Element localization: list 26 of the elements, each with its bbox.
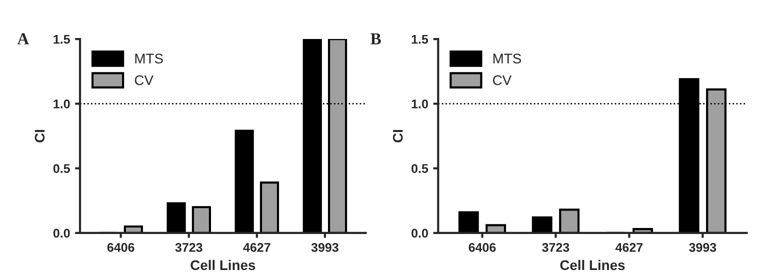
x-tick-label: 3723 bbox=[542, 243, 570, 252]
x-tick-label: 3723 bbox=[175, 243, 202, 252]
y-tick-label: 0.0 bbox=[53, 228, 70, 238]
x-axis-title: Cell Lines bbox=[190, 260, 256, 270]
x-tick-label: 4627 bbox=[243, 243, 270, 252]
legend-label: MTS bbox=[493, 54, 521, 64]
chart-title: A bbox=[17, 33, 30, 44]
y-axis-title: CI bbox=[34, 130, 45, 142]
y-axis-title: CI bbox=[392, 130, 403, 142]
y-tick-label: 1.5 bbox=[412, 34, 428, 44]
y-tick-label: 1.0 bbox=[54, 99, 70, 108]
legend-label: MTS bbox=[135, 54, 163, 64]
chart-title: B bbox=[370, 33, 381, 44]
legend-label: CV bbox=[134, 75, 154, 86]
x-tick-label: 3993 bbox=[311, 243, 338, 252]
y-tick-label: 0.5 bbox=[53, 164, 70, 173]
x-tick-label: 6406 bbox=[468, 243, 496, 252]
x-tick-label: 4627 bbox=[615, 243, 643, 252]
y-tick-label: 0.5 bbox=[412, 164, 428, 173]
x-axis-title: Cell Lines bbox=[560, 260, 625, 270]
x-tick-label: 3993 bbox=[689, 243, 716, 252]
x-tick-label: 6406 bbox=[107, 243, 134, 252]
legend-label: CV bbox=[493, 75, 512, 86]
y-tick-label: 0.0 bbox=[412, 228, 428, 238]
y-tick-label: 1.0 bbox=[412, 99, 428, 108]
y-tick-label: 1.5 bbox=[54, 34, 70, 44]
